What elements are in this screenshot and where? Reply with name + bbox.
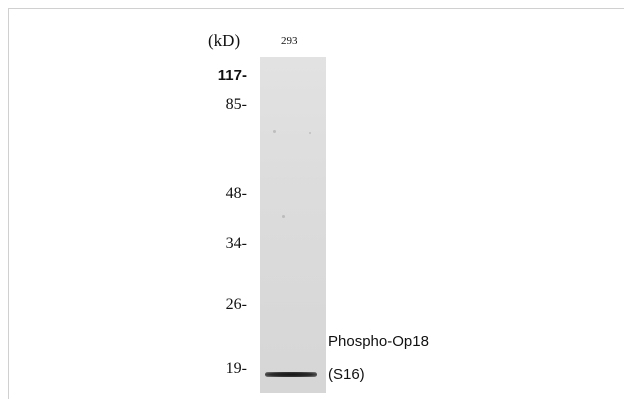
gel-lane (260, 57, 326, 393)
marker-19: 19- (225, 360, 247, 377)
lane-speck (309, 132, 311, 134)
marker-117: 117- (217, 67, 247, 84)
lane-speck (282, 215, 285, 218)
blot-figure: (kD) 293 117- 85- 48- 34- 26- 19- Phosph… (8, 8, 624, 399)
protein-band (265, 372, 317, 377)
marker-85: 85- (225, 96, 247, 113)
marker-26: 26- (225, 296, 247, 313)
unit-label: (kD) (208, 31, 241, 50)
marker-48: 48- (225, 185, 247, 202)
marker-34: 34- (225, 235, 247, 252)
lane-speck (273, 130, 276, 133)
protein-name-line1: Phospho-Op18 (328, 333, 429, 350)
protein-name-line2: (S16) (328, 366, 365, 383)
lane-label: 293 (281, 35, 298, 47)
